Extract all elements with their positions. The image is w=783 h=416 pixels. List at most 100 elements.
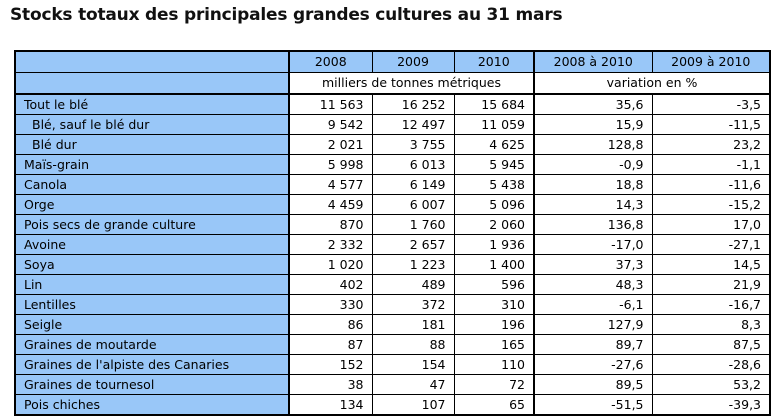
variation-2009-2010-cell: -15,2	[651, 194, 771, 215]
variation-2009-2010-cell: 21,9	[651, 274, 771, 295]
crop-label-cell: Graines de l'alpiste des Canaries	[14, 354, 290, 375]
value-2008-cell: 87	[288, 334, 373, 355]
table-row: Graines de moutarde 87 88 165 89,7 87,5	[14, 334, 771, 355]
table-row: Graines de tournesol 38 47 72 89,5 53,2	[14, 374, 771, 395]
crop-label-cell: Blé dur	[14, 134, 290, 155]
value-2008-cell: 9 542	[288, 114, 373, 135]
value-2010-cell: 5 096	[453, 194, 535, 215]
value-2008-cell: 1 020	[288, 254, 373, 275]
variation-2009-2010-cell: -11,5	[651, 114, 771, 135]
table-row: Maïs-grain 5 998 6 013 5 945 -0,9 -1,1	[14, 154, 771, 175]
variation-2008-2010-cell: -27,6	[533, 354, 653, 375]
variation-2008-2010-cell: 136,8	[533, 214, 653, 235]
value-2009-cell: 372	[371, 294, 455, 315]
variation-2008-2010-cell: 128,8	[533, 134, 653, 155]
variation-2008-2010-cell: 89,5	[533, 374, 653, 395]
variation-2008-2010-cell: 15,9	[533, 114, 653, 135]
units-header-row: milliers de tonnes métriques variation e…	[14, 72, 771, 95]
value-2009-cell: 1 760	[371, 214, 455, 235]
value-2010-cell: 1 400	[453, 254, 535, 275]
variation-2008-2010-cell: 14,3	[533, 194, 653, 215]
value-2008-cell: 4 459	[288, 194, 373, 215]
value-2010-cell: 15 684	[453, 93, 535, 115]
variation-2008-2010-cell: -17,0	[533, 234, 653, 255]
table-row: Seigle 86 181 196 127,9 8,3	[14, 314, 771, 335]
crop-label-cell: Canola	[14, 174, 290, 195]
value-2008-cell: 4 577	[288, 174, 373, 195]
table-row: Orge 4 459 6 007 5 096 14,3 -15,2	[14, 194, 771, 215]
value-2009-cell: 6 013	[371, 154, 455, 175]
crop-label-cell: Seigle	[14, 314, 290, 335]
value-2009-cell: 2 657	[371, 234, 455, 255]
value-2008-cell: 2 021	[288, 134, 373, 155]
crop-label-cell: Maïs-grain	[14, 154, 290, 175]
value-2009-cell: 3 755	[371, 134, 455, 155]
table-row: Blé dur 2 021 3 755 4 625 128,8 23,2	[14, 134, 771, 155]
variation-2008-2010-cell: 89,7	[533, 334, 653, 355]
table-row: Soya 1 020 1 223 1 400 37,3 14,5	[14, 254, 771, 275]
value-2008-cell: 2 332	[288, 234, 373, 255]
variation-2009-2010-cell: -28,6	[651, 354, 771, 375]
value-2008-cell: 5 998	[288, 154, 373, 175]
table-row: Tout le blé 11 563 16 252 15 684 35,6 -3…	[14, 93, 771, 115]
value-2008-cell: 870	[288, 214, 373, 235]
value-2009-cell: 489	[371, 274, 455, 295]
value-2010-cell: 5 438	[453, 174, 535, 195]
crop-label-cell: Pois secs de grande culture	[14, 214, 290, 235]
value-2008-cell: 86	[288, 314, 373, 335]
crop-label-cell: Orge	[14, 194, 290, 215]
table-row: Pois secs de grande culture 870 1 760 2 …	[14, 214, 771, 235]
variation-2009-2010-cell: -11,6	[651, 174, 771, 195]
value-2009-cell: 16 252	[371, 93, 455, 115]
value-2010-cell: 165	[453, 334, 535, 355]
crop-label-cell: Tout le blé	[14, 93, 290, 115]
page-title: Stocks totaux des principales grandes cu…	[10, 5, 563, 25]
stocks-table: 2008 2009 2010 2008 à 2010 2009 à 2010 m…	[14, 50, 771, 416]
variation-2008-2010-cell: 35,6	[533, 93, 653, 115]
units-tonnes-label: milliers de tonnes métriques	[288, 72, 535, 95]
value-2008-cell: 330	[288, 294, 373, 315]
variation-2008-2010-cell: 37,3	[533, 254, 653, 275]
value-2010-cell: 596	[453, 274, 535, 295]
value-2008-cell: 402	[288, 274, 373, 295]
crop-label-cell: Blé, sauf le blé dur	[14, 114, 290, 135]
value-2009-cell: 47	[371, 374, 455, 395]
variation-2008-2010-cell: -0,9	[533, 154, 653, 175]
value-2008-cell: 11 563	[288, 93, 373, 115]
value-2010-cell: 11 059	[453, 114, 535, 135]
variation-2009-2010-cell: 87,5	[651, 334, 771, 355]
value-2010-cell: 4 625	[453, 134, 535, 155]
variation-2009-2010-cell: -27,1	[651, 234, 771, 255]
crop-label-cell: Soya	[14, 254, 290, 275]
year-header-2008: 2008	[288, 50, 373, 73]
value-2010-cell: 72	[453, 374, 535, 395]
value-2009-cell: 6 007	[371, 194, 455, 215]
crop-label-cell: Avoine	[14, 234, 290, 255]
variation-2009-2010-cell: 8,3	[651, 314, 771, 335]
value-2008-cell: 38	[288, 374, 373, 395]
value-2010-cell: 1 936	[453, 234, 535, 255]
table-body: 2008 2009 2010 2008 à 2010 2009 à 2010 m…	[14, 50, 771, 416]
range-header-2009-2010: 2009 à 2010	[651, 50, 771, 73]
table-row: Canola 4 577 6 149 5 438 18,8 -11,6	[14, 174, 771, 195]
crop-label-cell: Lentilles	[14, 294, 290, 315]
table-row: Avoine 2 332 2 657 1 936 -17,0 -27,1	[14, 234, 771, 255]
variation-2008-2010-cell: -6,1	[533, 294, 653, 315]
crop-label-cell: Graines de tournesol	[14, 374, 290, 395]
crop-label-cell: Lin	[14, 274, 290, 295]
variation-2009-2010-cell: 17,0	[651, 214, 771, 235]
value-2009-cell: 181	[371, 314, 455, 335]
table-row: Lin 402 489 596 48,3 21,9	[14, 274, 771, 295]
value-2010-cell: 196	[453, 314, 535, 335]
crop-label-cell: Graines de moutarde	[14, 334, 290, 355]
variation-2009-2010-cell: -1,1	[651, 154, 771, 175]
value-2010-cell: 5 945	[453, 154, 535, 175]
value-2009-cell: 1 223	[371, 254, 455, 275]
variation-2008-2010-cell: 127,9	[533, 314, 653, 335]
value-2009-cell: 154	[371, 354, 455, 375]
year-header-row: 2008 2009 2010 2008 à 2010 2009 à 2010	[14, 50, 771, 73]
table-row: Graines de l'alpiste des Canaries 152 15…	[14, 354, 771, 375]
range-header-2008-2010: 2008 à 2010	[533, 50, 653, 73]
variation-2008-2010-cell: 18,8	[533, 174, 653, 195]
variation-2009-2010-cell: -3,5	[651, 93, 771, 115]
